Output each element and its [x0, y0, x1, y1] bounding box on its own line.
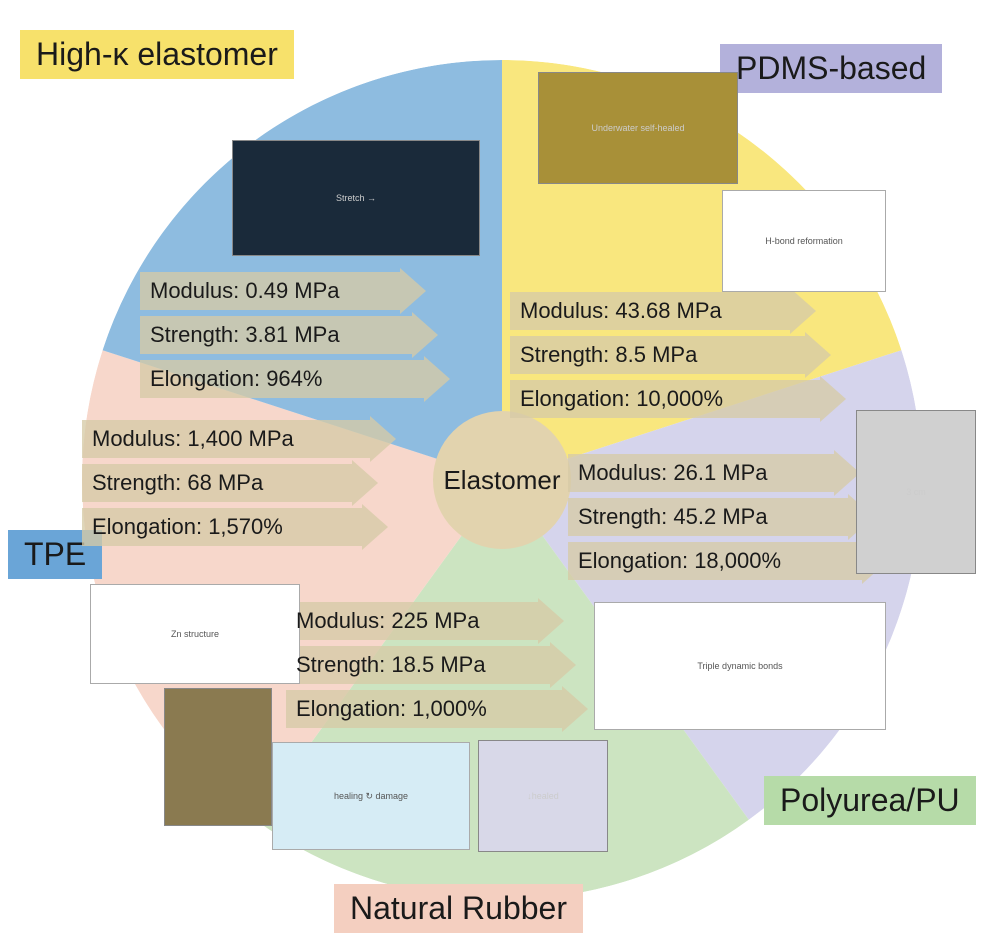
property-text: Elongation: 18,000% — [568, 548, 781, 574]
center-text: Elastomer — [443, 465, 560, 496]
arrow-head-icon — [424, 356, 450, 402]
photo-placeholder: Underwater self-healed — [538, 72, 738, 184]
property-text: Modulus: 0.49 MPa — [140, 278, 340, 304]
diagram-placeholder: Zn structure — [90, 584, 300, 684]
image-label: Underwater self-healed — [591, 123, 684, 133]
property-arrow: Modulus: 26.1 MPa — [568, 454, 781, 492]
property-text: Strength: 18.5 MPa — [286, 652, 486, 678]
property-text: Modulus: 43.68 MPa — [510, 298, 722, 324]
diagram-placeholder: H-bond reformation — [722, 190, 886, 292]
property-arrow: Modulus: 0.49 MPa — [140, 272, 340, 310]
property-arrow: Elongation: 10,000% — [510, 380, 723, 418]
property-arrow: Elongation: 964% — [140, 360, 340, 398]
arrow-head-icon — [352, 460, 378, 506]
arrow-head-icon — [538, 598, 564, 644]
arrow-head-icon — [370, 416, 396, 462]
arrow-group-polyurea: Modulus: 26.1 MPa Strength: 45.2 MPa Elong… — [568, 454, 781, 586]
arrow-group-pdms: Modulus: 43.68 MPa Strength: 8.5 MPa Elong… — [510, 292, 723, 424]
category-label-nr: Natural Rubber — [334, 884, 583, 933]
arrow-head-icon — [412, 312, 438, 358]
photo-placeholder: ↓healed — [478, 740, 608, 852]
property-text: Strength: 45.2 MPa — [568, 504, 768, 530]
arrow-group-tpe: Modulus: 1,400 MPa Strength: 68 MPa Elonga… — [82, 420, 294, 552]
property-arrow: Strength: 45.2 MPa — [568, 498, 781, 536]
image-label: 3 cm — [906, 487, 926, 497]
property-text: Strength: 8.5 MPa — [510, 342, 697, 368]
image-label: Stretch → — [336, 193, 376, 203]
center-label: Elastomer — [433, 411, 571, 549]
image-label: ↓healed — [527, 791, 559, 801]
property-text: Strength: 68 MPa — [82, 470, 263, 496]
image-label: Zn structure — [171, 629, 219, 639]
arrow-head-icon — [790, 288, 816, 334]
category-label-highk: High-κ elastomer — [20, 30, 294, 79]
property-arrow: Strength: 18.5 MPa — [286, 646, 487, 684]
property-arrow: Modulus: 43.68 MPa — [510, 292, 723, 330]
arrow-group-nr: Modulus: 225 MPa Strength: 18.5 MPa Elonga… — [286, 602, 487, 734]
image-label: H-bond reformation — [765, 236, 843, 246]
arrow-head-icon — [362, 504, 388, 550]
property-text: Elongation: 1,570% — [82, 514, 283, 540]
photo-placeholder: 3 cm — [856, 410, 976, 574]
property-text: Strength: 3.81 MPa — [140, 322, 340, 348]
arrow-head-icon — [550, 642, 576, 688]
diagram-placeholder: Triple dynamic bonds — [594, 602, 886, 730]
photo-placeholder: Stretch → — [232, 140, 480, 256]
property-arrow: Elongation: 1,000% — [286, 690, 487, 728]
property-text: Modulus: 225 MPa — [286, 608, 479, 634]
category-label-pdms: PDMS-based — [720, 44, 942, 93]
property-arrow: Strength: 8.5 MPa — [510, 336, 723, 374]
category-label-polyurea: Polyurea/PU — [764, 776, 976, 825]
arrow-head-icon — [400, 268, 426, 314]
image-label: healing ↻ damage — [334, 791, 408, 802]
property-arrow: Elongation: 18,000% — [568, 542, 781, 580]
property-arrow: Elongation: 1,570% — [82, 508, 294, 546]
diagram-placeholder: healing ↻ damage — [272, 742, 470, 850]
arrow-head-icon — [820, 376, 846, 422]
property-arrow: Modulus: 225 MPa — [286, 602, 487, 640]
photo-placeholder — [164, 688, 272, 826]
arrow-group-highk: Modulus: 0.49 MPa Strength: 3.81 MPa Elong… — [140, 272, 340, 404]
property-text: Elongation: 964% — [140, 366, 322, 392]
property-arrow: Strength: 68 MPa — [82, 464, 294, 502]
arrow-head-icon — [805, 332, 831, 378]
property-arrow: Modulus: 1,400 MPa — [82, 420, 294, 458]
property-arrow: Strength: 3.81 MPa — [140, 316, 340, 354]
image-label: Triple dynamic bonds — [697, 661, 782, 671]
property-text: Elongation: 1,000% — [286, 696, 487, 722]
arrow-head-icon — [562, 686, 588, 732]
property-text: Modulus: 1,400 MPa — [82, 426, 294, 452]
property-text: Modulus: 26.1 MPa — [568, 460, 768, 486]
property-text: Elongation: 10,000% — [510, 386, 723, 412]
